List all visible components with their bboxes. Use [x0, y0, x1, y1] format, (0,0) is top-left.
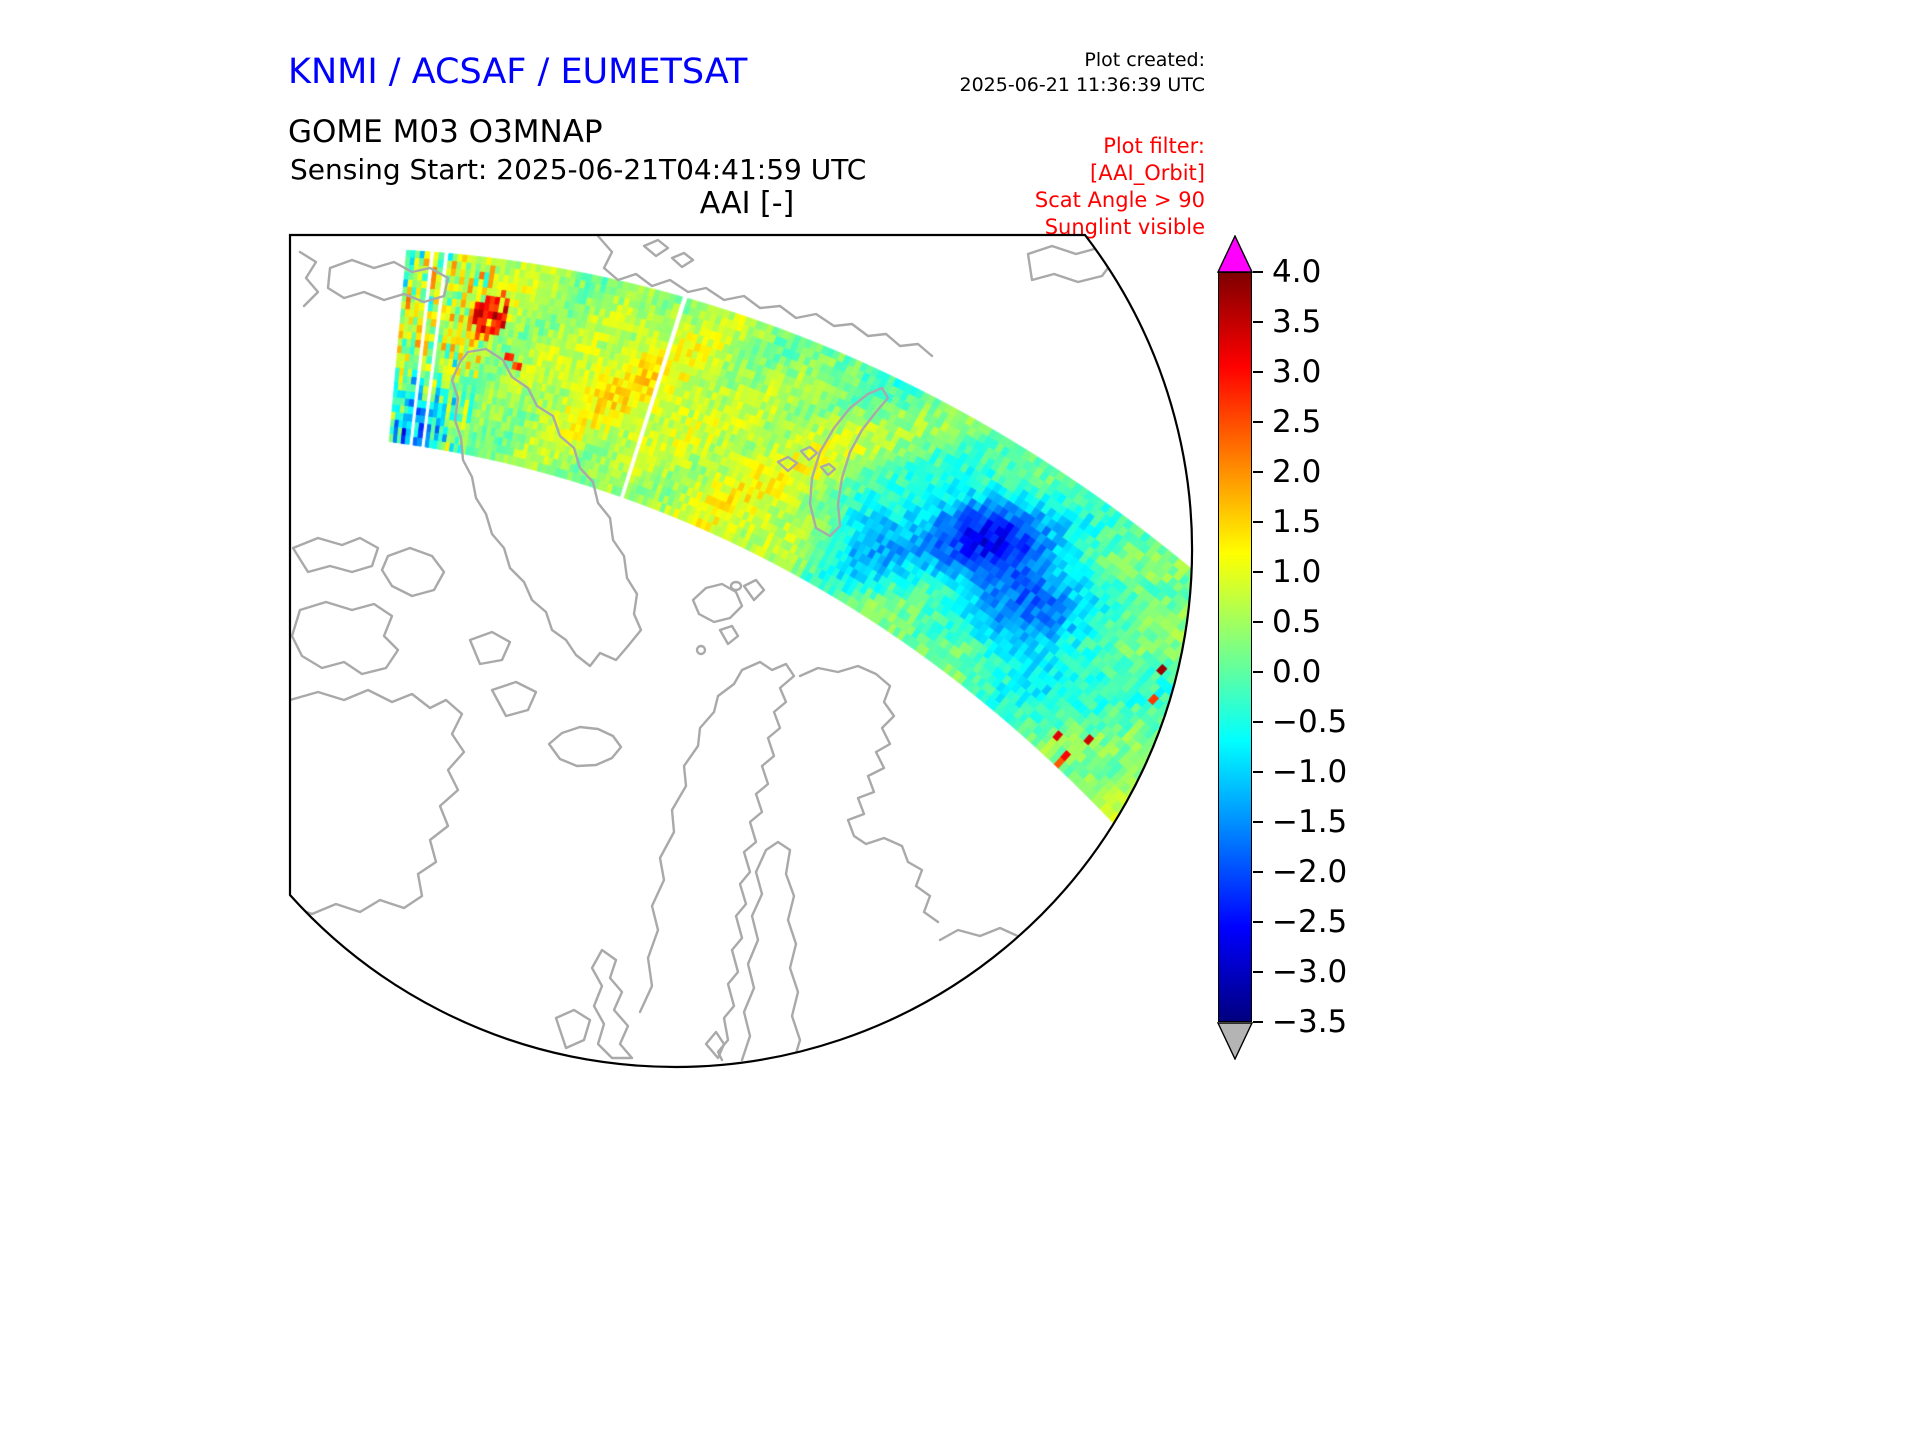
colorbar-over-arrow — [1217, 235, 1253, 273]
colorbar-gradient — [1218, 272, 1252, 1022]
colorbar-tick-mark — [1253, 670, 1263, 674]
coastlines — [290, 235, 1116, 1062]
colorbar-tick-mark — [1253, 1020, 1263, 1024]
colorbar-tick-label: 2.5 — [1272, 404, 1322, 440]
colorbar-tick-label: 3.5 — [1272, 304, 1322, 340]
colorbar-tick-mark — [1253, 520, 1263, 524]
map-boundary — [288, 233, 1194, 1069]
colorbar-tick-mark — [1253, 370, 1263, 374]
colorbar-tick-label: −1.0 — [1272, 754, 1348, 790]
colorbar-tick-mark — [1253, 770, 1263, 774]
colorbar-under-arrow — [1217, 1022, 1253, 1060]
colorbar-tick-label: −2.0 — [1272, 854, 1348, 890]
colorbar-tick-label: 3.0 — [1272, 354, 1322, 390]
colorbar-tick-mark — [1253, 270, 1263, 274]
colorbar-tick-mark — [1253, 620, 1263, 624]
colorbar-tick-label: 0.5 — [1272, 604, 1322, 640]
colorbar-tick-label: −1.5 — [1272, 804, 1348, 840]
colorbar-tick-mark — [1253, 920, 1263, 924]
colorbar-tick-mark — [1253, 820, 1263, 824]
colorbar-tick-mark — [1253, 320, 1263, 324]
colorbar-tick-label: 1.0 — [1272, 554, 1322, 590]
colorbar-tick-label: 1.5 — [1272, 504, 1322, 540]
colorbar-tick-label: 0.0 — [1272, 654, 1322, 690]
colorbar-tick-mark — [1253, 970, 1263, 974]
colorbar-tick-label: −3.0 — [1272, 954, 1348, 990]
colorbar-tick-mark — [1253, 870, 1263, 874]
colorbar-tick-label: 2.0 — [1272, 454, 1322, 490]
colorbar: 4.0 3.5 3.0 2.5 2.0 1.5 1.0 0.5 0.0 −0.5 −1.0 −1.5 −… — [1217, 235, 1388, 1065]
colorbar-tick-mark — [1253, 570, 1263, 574]
colorbar-tick-label: −0.5 — [1272, 704, 1348, 740]
colorbar-tick-label: 4.0 — [1272, 254, 1322, 290]
colorbar-tick-label: −2.5 — [1272, 904, 1348, 940]
colorbar-tick-label: −3.5 — [1272, 1004, 1348, 1040]
colorbar-tick-mark — [1253, 420, 1263, 424]
colorbar-tick-mark — [1253, 720, 1263, 724]
colorbar-tick-mark — [1253, 470, 1263, 474]
